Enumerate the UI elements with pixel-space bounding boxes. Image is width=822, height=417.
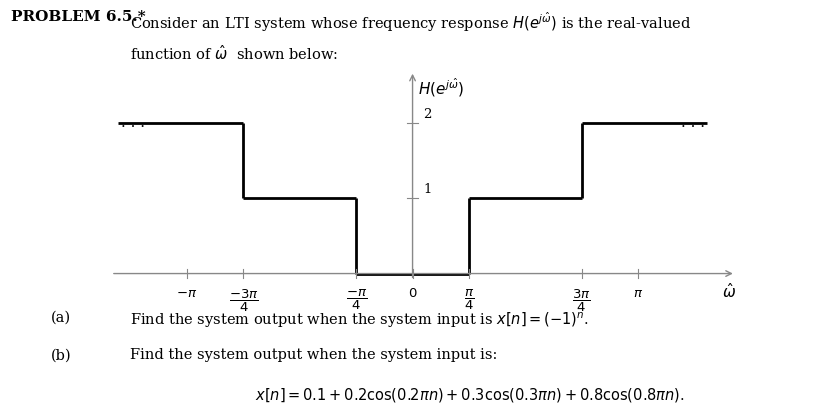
Text: 2: 2 xyxy=(423,108,432,121)
Text: $\dfrac{\pi}{4}$: $\dfrac{\pi}{4}$ xyxy=(464,288,474,312)
Text: $\hat{\omega}$: $\hat{\omega}$ xyxy=(723,283,737,301)
Text: (b): (b) xyxy=(51,348,72,362)
Text: Find the system output when the system input is $x[n] = (-1)^n$.: Find the system output when the system i… xyxy=(130,311,589,330)
Text: Consider an LTI system whose frequency response $H(e^{j\hat{\omega}})$ is the re: Consider an LTI system whose frequency r… xyxy=(130,10,691,35)
Text: $\dfrac{3\pi}{4}$: $\dfrac{3\pi}{4}$ xyxy=(572,288,591,314)
Text: $H(e^{j\hat{\omega}})$: $H(e^{j\hat{\omega}})$ xyxy=(418,77,464,100)
Text: . . .: . . . xyxy=(681,116,704,131)
Text: $\pi$: $\pi$ xyxy=(633,287,644,300)
Text: $\dfrac{-\pi}{4}$: $\dfrac{-\pi}{4}$ xyxy=(345,288,367,312)
Text: $0$: $0$ xyxy=(408,287,418,300)
Text: $\dfrac{-3\pi}{4}$: $\dfrac{-3\pi}{4}$ xyxy=(229,288,258,314)
Text: $-\pi$: $-\pi$ xyxy=(177,287,197,300)
Text: PROBLEM 6.5.*: PROBLEM 6.5.* xyxy=(11,10,145,25)
Text: (a): (a) xyxy=(51,311,71,325)
Text: $x[n] = 0.1 + 0.2\cos(0.2\pi n) + 0.3\cos(0.3\pi n) + 0.8\cos(0.8\pi n)$.: $x[n] = 0.1 + 0.2\cos(0.2\pi n) + 0.3\co… xyxy=(255,386,685,404)
Text: 1: 1 xyxy=(423,183,432,196)
Text: . . .: . . . xyxy=(121,116,145,131)
Text: function of $\hat{\omega}$  shown below:: function of $\hat{\omega}$ shown below: xyxy=(130,44,338,63)
Text: Find the system output when the system input is:: Find the system output when the system i… xyxy=(130,348,497,362)
